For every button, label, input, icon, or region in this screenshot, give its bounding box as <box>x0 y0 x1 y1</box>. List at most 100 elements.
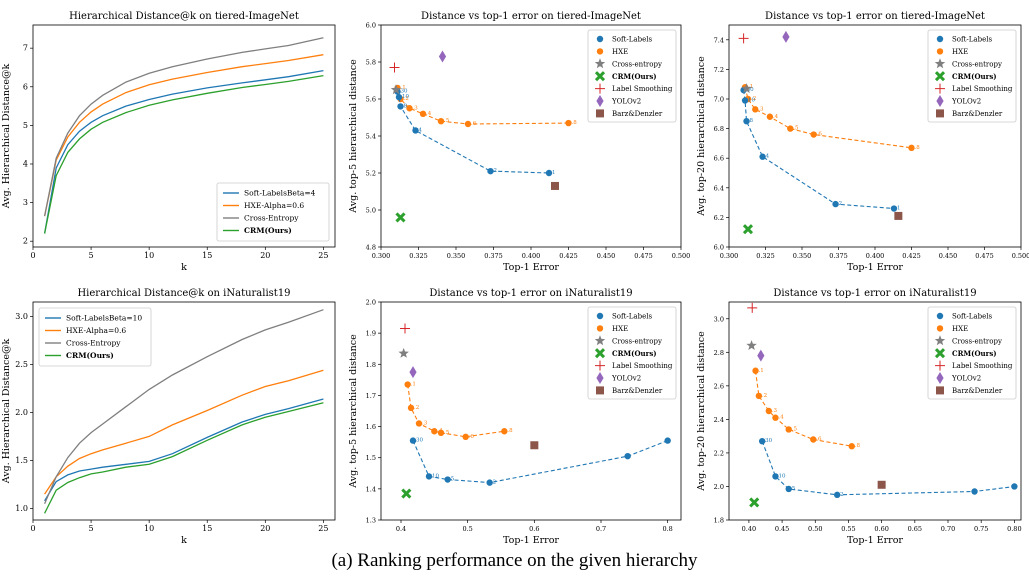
legend <box>927 29 1017 123</box>
hxe-point-label: .2 <box>404 96 409 102</box>
hxe-point <box>437 429 445 436</box>
x-tick-label: 0.425 <box>902 252 921 260</box>
soft-labels-point <box>624 452 631 460</box>
hxe-point <box>848 443 855 450</box>
line-chart-0: 0 5 10 15 20 25 2 3 4 5 6 7 Hierarchical Distance@k … <box>1 11 336 273</box>
x-tick-label: 25 <box>318 251 328 260</box>
series-line-0 <box>44 398 324 502</box>
x-axis-label: k <box>181 262 187 273</box>
x-tick-label: 0.300 <box>372 252 391 260</box>
soft-labels-point-label: 30 <box>765 438 772 444</box>
y-tick-label: 5.6 <box>366 96 376 104</box>
y-tick-label: 6.2 <box>714 214 724 222</box>
hxe-point <box>419 110 427 118</box>
legend-label: HXE-Alpha=0.6 <box>244 201 304 210</box>
hxe-point-label: .3 <box>422 420 428 426</box>
legend-label: Barz&Denzler <box>952 110 1003 118</box>
y-tick-label: 7.4 <box>714 36 724 44</box>
x-tick-label: 0.450 <box>939 252 958 260</box>
legend-label: CRM(Ours) <box>952 72 997 81</box>
cross-entropy-point <box>390 84 402 95</box>
y-tick-label: 3.0 <box>15 312 28 321</box>
soft-labels-point-label: 8 <box>750 118 754 124</box>
x-tick-label: 0.450 <box>597 252 616 260</box>
yolov2-point <box>409 366 417 379</box>
hxe-point-label: .8 <box>915 145 921 151</box>
x-tick-label: 0.475 <box>975 252 994 260</box>
legend-marker <box>935 83 945 94</box>
hxe-point <box>766 113 774 120</box>
y-tick-label: 1.9 <box>366 330 376 338</box>
x-tick-label: 0.500 <box>1012 252 1029 260</box>
soft-labels-point-label: 5 <box>451 477 455 483</box>
crm-point <box>749 497 760 508</box>
y-tick-label: 6 <box>23 82 28 91</box>
legend-marker <box>594 58 606 69</box>
barz-denzler-point <box>877 480 886 489</box>
legend-label: Label Smoothing <box>612 85 673 93</box>
soft-labels-point-label: 1 <box>552 170 556 176</box>
legend-marker <box>936 35 944 43</box>
scatter-chart-5: 0.40 0.45 0.50 0.55 0.60 0.65 0.70 0.75 0.80 1.8 2… <box>696 288 1022 546</box>
x-tick-label: 0.60 <box>874 525 888 533</box>
yolov2-point <box>757 349 765 362</box>
y-tick-label: 3 <box>23 198 28 207</box>
x-tick-label: 0.7 <box>596 525 606 533</box>
series-line-3 <box>43 74 324 234</box>
figure-caption: (a) Ranking performance on the given hie… <box>331 550 698 571</box>
legend-marker <box>595 83 605 94</box>
y-tick-label: 2.0 <box>15 408 28 417</box>
hxe-point-label: .5 <box>793 126 799 132</box>
chart-title: Hierarchical Distance@k on iNaturalist19 <box>77 288 290 299</box>
hxe-point-label: .3 <box>413 105 419 111</box>
x-tick-label: 15 <box>202 251 212 260</box>
hxe-point-label: .6 <box>816 437 822 443</box>
legend-marker <box>934 58 946 69</box>
legend-marker <box>596 109 604 118</box>
y-tick-label: 4 <box>23 159 28 168</box>
hxe-line <box>407 384 505 438</box>
x-tick-label: 0 <box>30 524 35 533</box>
y-tick-label: 6.6 <box>714 155 724 163</box>
soft-labels-point <box>425 473 433 480</box>
soft-labels-point <box>832 200 839 208</box>
y-tick-label: 5 <box>23 121 28 130</box>
legend-label: Soft-LabelsBeta=4 <box>244 189 316 198</box>
y-tick-label: 2.2 <box>714 449 724 457</box>
scatter-chart-4: 0.4 0.5 0.6 0.7 0.8 1.3 1.4 1.5 1.6 1.7 1.8 1.9 2.0 D… <box>348 288 682 546</box>
legend-label: HXE <box>612 48 628 56</box>
soft-labels-line <box>743 90 895 210</box>
chart-title: Distance vs top-1 error on tiered-ImageN… <box>421 11 641 22</box>
crm-point <box>742 224 754 235</box>
soft-labels-point-label: 2 <box>839 201 843 207</box>
hxe-point-label: .6 <box>817 132 823 138</box>
hxe-line <box>396 87 569 125</box>
series-line-2 <box>44 309 324 504</box>
y-tick-label: 6.0 <box>366 22 376 30</box>
hxe-point-label: .6 <box>469 434 475 440</box>
label-smoothing-point <box>738 33 749 44</box>
y-axis-label: Avg. top-20 hierarchical distance <box>696 331 707 492</box>
hxe-point-label: .4 <box>773 114 779 120</box>
legend-label: HXE <box>612 325 628 333</box>
x-tick-label: 0.50 <box>808 525 822 533</box>
y-axis-label: Avg. top-5 hierarchical distance <box>348 334 359 489</box>
legend-marker <box>936 109 944 118</box>
hxe-point <box>407 404 415 412</box>
soft-labels-point-label: 10 <box>748 97 755 103</box>
label-smoothing-point <box>747 302 758 313</box>
legend-label: Cross-entropy <box>952 60 1002 68</box>
legend-label: Cross-Entropy <box>66 339 121 348</box>
hxe-point <box>406 105 413 112</box>
legend-label: HXE <box>952 325 968 333</box>
soft-labels-point <box>664 437 671 444</box>
plot-frame <box>380 301 682 521</box>
legend-marker <box>595 360 605 371</box>
legend-label: YOLOv2 <box>611 98 641 106</box>
legend-marker <box>596 372 604 384</box>
line-chart-3: 0 5 10 15 20 25 1.0 1.5 2.0 2.5 3.0 Hierarchical Di… <box>1 288 336 546</box>
legend-label: Barz&Denzler <box>952 387 1003 395</box>
y-axis-label: Avg. Hierarchical Distance@k <box>1 64 12 210</box>
legend-marker <box>936 312 944 320</box>
x-tick-label: 0.70 <box>941 525 955 533</box>
